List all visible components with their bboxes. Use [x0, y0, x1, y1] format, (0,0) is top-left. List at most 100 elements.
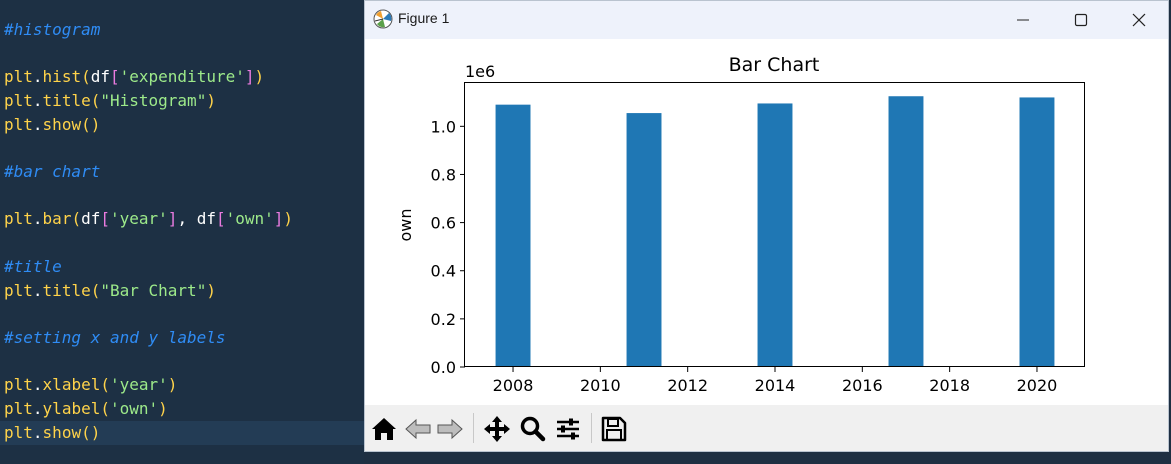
bar [888, 96, 924, 367]
y-tick-label: 1.0 [431, 117, 456, 136]
code-token: df [196, 209, 216, 228]
code-token: . [32, 375, 43, 394]
code-token: . [32, 209, 43, 228]
code-token: . [32, 399, 43, 418]
code-token: ylabel [42, 399, 101, 418]
code-token: ) [167, 375, 178, 394]
code-line[interactable]: #title [4, 255, 62, 279]
back-icon [405, 418, 431, 440]
code-token: ( [90, 91, 101, 110]
plot-canvas[interactable]: Bar Chart 1e6 own 2008 2010 2012 2014 2016 20… [365, 39, 1168, 405]
code-token: . [32, 423, 43, 442]
code-token: ( [100, 399, 110, 418]
title-bar[interactable]: Figure 1 [365, 1, 1168, 39]
x-tick-label: 2008 [493, 376, 534, 395]
code-comment: #histogram [4, 20, 101, 39]
code-token: hist [42, 67, 82, 86]
code-token: , [177, 209, 197, 228]
x-tick-label: 2016 [842, 376, 883, 395]
code-token: 'year' [110, 209, 168, 228]
code-token: ) [206, 91, 216, 110]
y-axis-label: own [396, 208, 415, 241]
code-token: show [42, 115, 82, 134]
code-token: . [32, 91, 43, 110]
x-tick-label: 2018 [929, 376, 970, 395]
code-line[interactable]: plt.show() [4, 113, 100, 137]
window-title: Figure 1 [398, 10, 450, 26]
code-comment: #title [4, 257, 62, 276]
minimize-button[interactable] [994, 1, 1052, 39]
code-token: [ [215, 209, 226, 228]
code-token: "Histogram" [100, 91, 207, 110]
code-token: ) [283, 209, 294, 228]
code-token: () [81, 115, 101, 134]
code-token: show [42, 423, 82, 442]
forward-button[interactable] [435, 415, 465, 443]
pan-icon [484, 416, 510, 442]
close-button[interactable] [1110, 1, 1168, 39]
code-line[interactable]: plt.xlabel('year') [4, 373, 177, 397]
home-button[interactable] [369, 415, 399, 443]
code-line[interactable]: plt.show() [0, 421, 364, 445]
code-token: plt [4, 67, 33, 86]
configure-subplots-button[interactable] [553, 415, 583, 443]
code-line[interactable]: #histogram [4, 18, 100, 42]
save-button[interactable] [599, 415, 629, 443]
zoom-button[interactable] [518, 415, 548, 443]
code-token: xlabel [42, 375, 101, 394]
zoom-icon [520, 416, 546, 442]
code-token: [ [109, 67, 120, 86]
code-token: ( [81, 67, 91, 86]
toolbar-separator [473, 413, 474, 443]
pan-button[interactable] [482, 415, 512, 443]
x-tick-label: 2020 [1017, 376, 1058, 395]
code-line[interactable]: #setting x and y labels [4, 326, 226, 350]
code-line[interactable]: plt.hist(df['expenditure']) [4, 65, 264, 89]
navigation-toolbar [365, 405, 1168, 451]
minimize-icon [1017, 19, 1029, 21]
code-token: plt [4, 375, 33, 394]
code-token: ( [100, 375, 110, 394]
code-token: . [32, 281, 43, 300]
code-comment: #setting x and y labels [4, 328, 226, 347]
y-tick-label: 0.2 [431, 310, 456, 329]
y-tick-label: 0.6 [431, 214, 456, 233]
y-tick-label: 0.0 [431, 358, 456, 377]
code-line[interactable]: plt.title("Histogram") [4, 89, 216, 113]
close-icon [1132, 13, 1146, 27]
code-token: 'own' [225, 209, 274, 228]
y-tick-label: 0.4 [431, 262, 456, 281]
code-line[interactable]: plt.title("Bar Chart") [4, 279, 216, 303]
code-token: ] [273, 209, 284, 228]
back-button[interactable] [403, 415, 433, 443]
code-token: "Bar Chart" [100, 281, 207, 300]
bar [495, 104, 531, 368]
code-line[interactable]: plt.ylabel('own') [4, 397, 168, 421]
x-tick-label: 2014 [755, 376, 796, 395]
code-token: () [81, 423, 101, 442]
chart-title: Bar Chart [729, 54, 820, 76]
maximize-button[interactable] [1052, 1, 1110, 39]
code-line[interactable]: #bar chart [4, 160, 100, 184]
code-token: df [90, 67, 110, 86]
matplotlib-icon [373, 9, 393, 29]
forward-icon [437, 418, 463, 440]
code-line[interactable]: plt.bar(df['year'], df['own']) [4, 207, 293, 231]
save-icon [601, 416, 627, 442]
code-editor[interactable]: #histogram plt.hist(df['expenditure']) plt… [0, 0, 364, 464]
code-token: bar [42, 209, 72, 228]
figure-window: Figure 1 Bar Chart 1e6 own 2008 2010 2012 2… [364, 0, 1169, 452]
code-token: plt [4, 91, 33, 110]
y-axis-offset-text: 1e6 [465, 62, 495, 81]
maximize-icon [1074, 13, 1088, 27]
code-token: 'expenditure' [119, 67, 245, 86]
code-token: 'own' [109, 399, 159, 418]
code-token: title [42, 91, 91, 110]
code-comment: #bar chart [4, 162, 101, 181]
code-token: plt [4, 209, 33, 228]
code-token: 'year' [109, 375, 168, 394]
code-token: . [32, 115, 43, 134]
y-tick-label: 0.8 [431, 165, 456, 184]
code-token: ) [206, 281, 216, 300]
code-token: ] [244, 67, 255, 86]
